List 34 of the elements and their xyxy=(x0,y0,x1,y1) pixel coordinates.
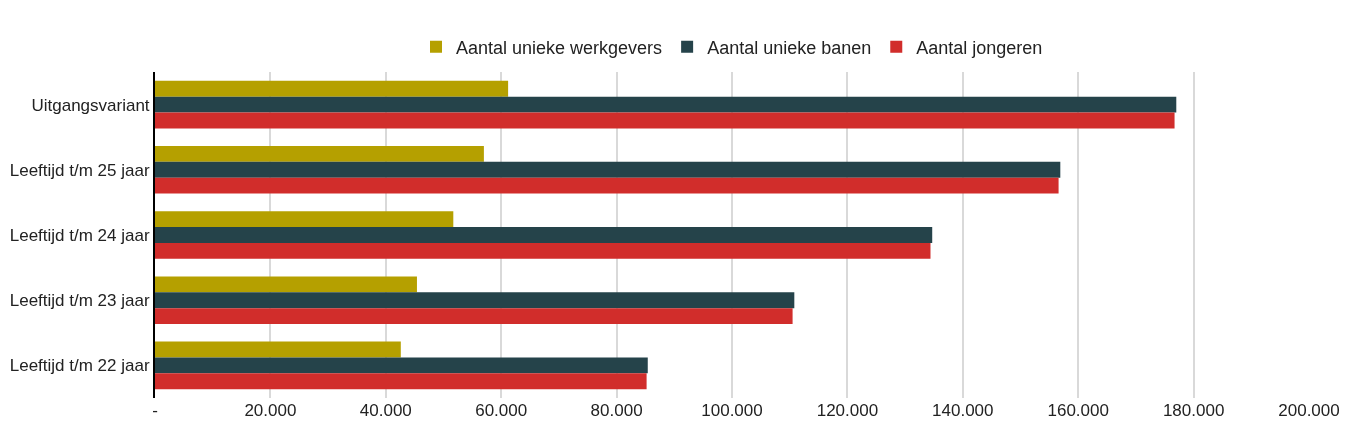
y-tick-label: Leeftijd t/m 23 jaar xyxy=(9,291,150,311)
x-tick-label: 120.000 xyxy=(816,401,879,420)
y-tick-label: Leeftijd t/m 24 jaar xyxy=(9,225,150,245)
x-tick-label: 140.000 xyxy=(932,401,994,420)
bar xyxy=(155,112,1175,129)
x-tick-label: 160.000 xyxy=(1047,401,1109,420)
x-tick-label: 60.000 xyxy=(475,401,528,420)
y-tick-label: Leeftijd t/m 25 jaar xyxy=(9,160,150,180)
bar xyxy=(155,292,795,309)
bar xyxy=(155,161,1061,178)
bar xyxy=(155,80,509,97)
bar xyxy=(155,227,933,243)
y-tick-label: Uitgangsvariant xyxy=(31,95,150,115)
bar xyxy=(155,146,484,162)
bar xyxy=(155,96,1177,113)
bar xyxy=(155,308,793,324)
bar xyxy=(155,373,647,390)
x-tick-label: - xyxy=(152,401,158,420)
x-tick-label: 100.000 xyxy=(701,401,763,420)
legend-label: Aantal unieke werkgevers xyxy=(456,37,663,58)
x-tick-label: 180.000 xyxy=(1162,401,1225,420)
bar xyxy=(155,177,1059,194)
legend-label: Aantal jongeren xyxy=(916,37,1043,58)
x-tick-label: 40.000 xyxy=(359,401,412,420)
x-tick-label: 20.000 xyxy=(244,401,297,420)
bar xyxy=(155,341,401,358)
x-tick-label: 200.000 xyxy=(1278,401,1340,420)
legend-label: Aantal unieke banen xyxy=(707,37,872,58)
bar xyxy=(155,211,454,228)
bar xyxy=(155,242,931,259)
y-tick-label: Leeftijd t/m 22 jaar xyxy=(9,356,150,376)
bar xyxy=(155,276,417,293)
bar xyxy=(155,357,648,374)
x-tick-label: 80.000 xyxy=(590,401,643,420)
